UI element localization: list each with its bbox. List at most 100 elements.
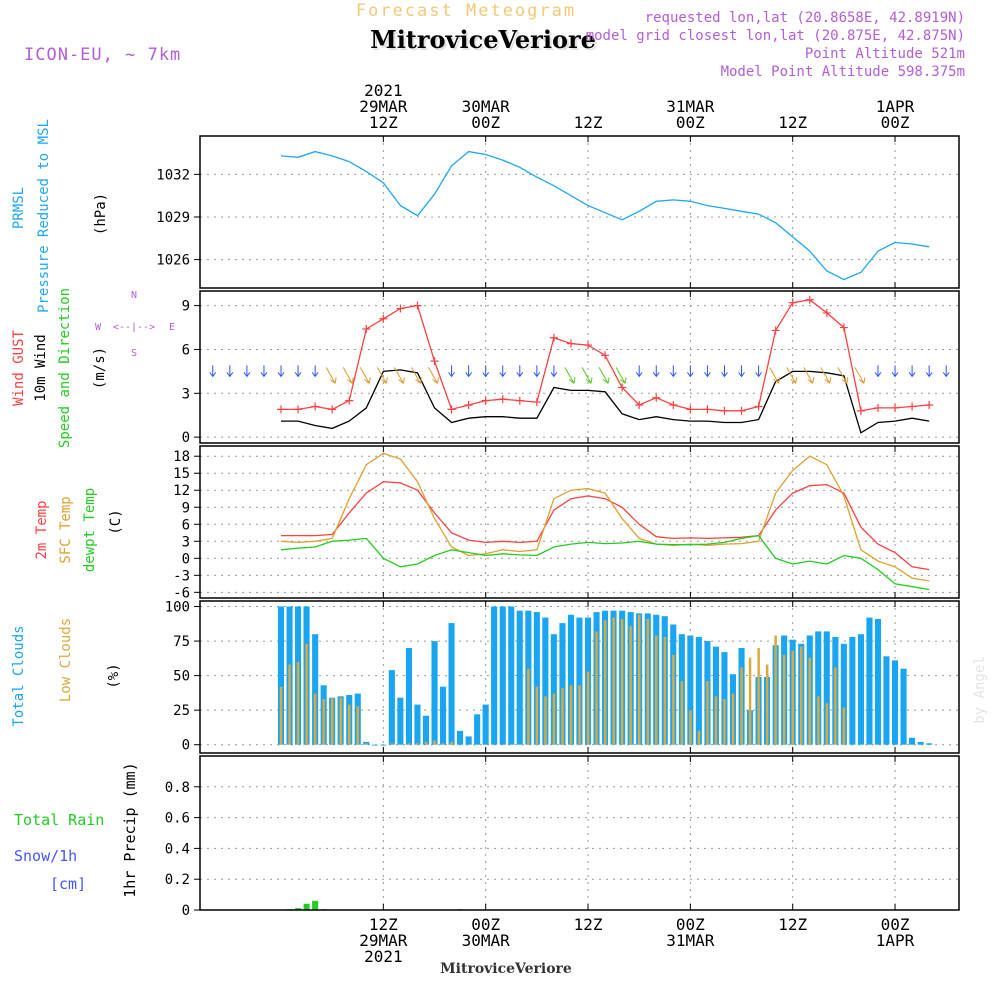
gust-marker	[686, 405, 695, 414]
cloud-bar-total	[900, 668, 907, 745]
temp-labels: 2m Temp SFC Temp dewpt Temp (C)	[34, 488, 124, 572]
gust-marker	[652, 393, 661, 402]
clouds-frame	[199, 600, 960, 754]
bottom-time-label: 00Z	[881, 915, 910, 934]
cloud-bar-low	[544, 696, 547, 745]
series-prmsl	[280, 150, 930, 281]
gust-marker	[379, 314, 388, 323]
cloud-bar-total	[499, 606, 506, 745]
wind-label-1: Wind GUST	[11, 330, 27, 406]
wind-arrow	[581, 367, 593, 384]
wind-arrow	[260, 365, 268, 378]
cloud-bar-low	[782, 654, 786, 745]
pressure-ytick-label: 1026	[156, 253, 190, 269]
cloud-bar-total	[576, 617, 583, 745]
precip-frame	[199, 755, 960, 911]
cloud-bar-low	[825, 703, 829, 745]
cloud-bar-low	[424, 741, 428, 745]
precip-ytick-label: 0.4	[165, 841, 190, 857]
cloud-bar-total	[533, 612, 540, 745]
gust-marker	[720, 406, 729, 415]
cloud-bar-low	[800, 646, 803, 745]
cloud-bar-low	[433, 740, 436, 745]
pressure-labels: PRMSL Pressure Reduced to MSL (hPa)	[11, 119, 109, 313]
rain-bar	[295, 908, 302, 910]
clouds-ytick-label: 100	[165, 600, 190, 616]
cloud-bar-total	[457, 730, 464, 745]
cloud-bar-total	[567, 614, 574, 745]
cloud-bar-total	[312, 634, 319, 745]
wind-arrow	[925, 365, 933, 378]
wind-arrow	[820, 367, 832, 384]
wind-arrow	[243, 365, 251, 378]
clouds-ytick-label: 50	[173, 669, 190, 685]
wind-labels: Wind GUST 10m Wind Speed and Direction (…	[11, 288, 108, 448]
compass-w: W	[95, 322, 102, 333]
closest-coords: model grid closest lon,lat (20.875E, 42.…	[586, 28, 965, 44]
temp-unit: (C)	[108, 509, 124, 534]
cloud-bar-low	[356, 706, 359, 745]
gust-marker	[908, 402, 917, 411]
wind-arrow	[277, 365, 285, 378]
cloud-bar-total	[849, 636, 856, 745]
clouds-ytick-label: 25	[173, 703, 190, 719]
gust-marker	[447, 405, 456, 414]
gust-marker	[737, 406, 746, 415]
cloud-bar-low	[817, 696, 820, 745]
cloud-bar-total	[405, 648, 412, 745]
wind-arrow	[635, 365, 643, 378]
plot-area: 1026102910320369-6-303691215180255075100…	[156, 81, 960, 966]
wind-arrow	[721, 365, 728, 378]
cloud-bar-total	[892, 660, 899, 745]
gust-marker	[669, 401, 678, 409]
wind-arrow	[652, 365, 660, 378]
gust-marker	[277, 405, 286, 414]
cloud-bar-total	[508, 606, 515, 745]
cloud-bar-low	[527, 668, 530, 745]
top-time-label: 12Z	[778, 113, 807, 132]
wind-arrow	[311, 365, 319, 378]
cloud-bar-total	[542, 617, 549, 745]
wind-arrow	[393, 367, 405, 384]
cloud-bar-total	[917, 741, 924, 745]
wind-arrow	[874, 365, 882, 378]
gust-marker	[771, 326, 780, 335]
wind-arrow	[482, 365, 490, 378]
gust-marker	[584, 341, 593, 350]
bottom-time-label: 29MAR	[359, 931, 408, 950]
cloud-bar-low	[774, 635, 777, 745]
location-title-main: MitroviceVeriore	[370, 25, 596, 54]
cloud-bar-low	[842, 707, 846, 745]
pressure-ytick-label: 1029	[156, 210, 190, 226]
clouds-ytick-label: 0	[182, 738, 190, 754]
top-time-label: 29MAR	[359, 97, 408, 116]
cloud-bar-total	[874, 619, 881, 745]
temp-ytick-label: 6	[182, 517, 190, 533]
temp-label-3: dewpt Temp	[82, 488, 98, 572]
gust-marker	[498, 395, 507, 404]
wind-arrow	[550, 365, 558, 378]
compass-arrows: <--|-->	[113, 322, 155, 333]
precip-labels: Total Rain Snow/1h [cm] 1hr Precip (mm)	[14, 762, 139, 897]
temp-ytick-label: 9	[182, 500, 190, 516]
precip-background	[200, 756, 959, 910]
cloud-bar-total	[840, 643, 847, 745]
wind-arrow	[226, 365, 234, 378]
cloud-bar-low	[672, 654, 675, 745]
wind-arrow	[669, 365, 677, 378]
cloud-bar-low	[646, 619, 649, 745]
cloud-labels: Total Clouds Low Clouds (%)	[11, 618, 122, 727]
gust-marker	[328, 405, 337, 414]
cloud-bar-low	[561, 688, 564, 745]
clouds-panel: 0 25 50 75 100	[165, 600, 960, 754]
gust-marker	[481, 396, 490, 405]
cloud-bar-low	[586, 671, 590, 745]
bottom-time-label: 31MAR	[666, 931, 715, 950]
cloud-bar-low	[407, 743, 411, 745]
bottom-time-label: 00Z	[676, 915, 705, 934]
cloud-bar-low	[697, 730, 701, 745]
rain-bar	[312, 900, 319, 910]
